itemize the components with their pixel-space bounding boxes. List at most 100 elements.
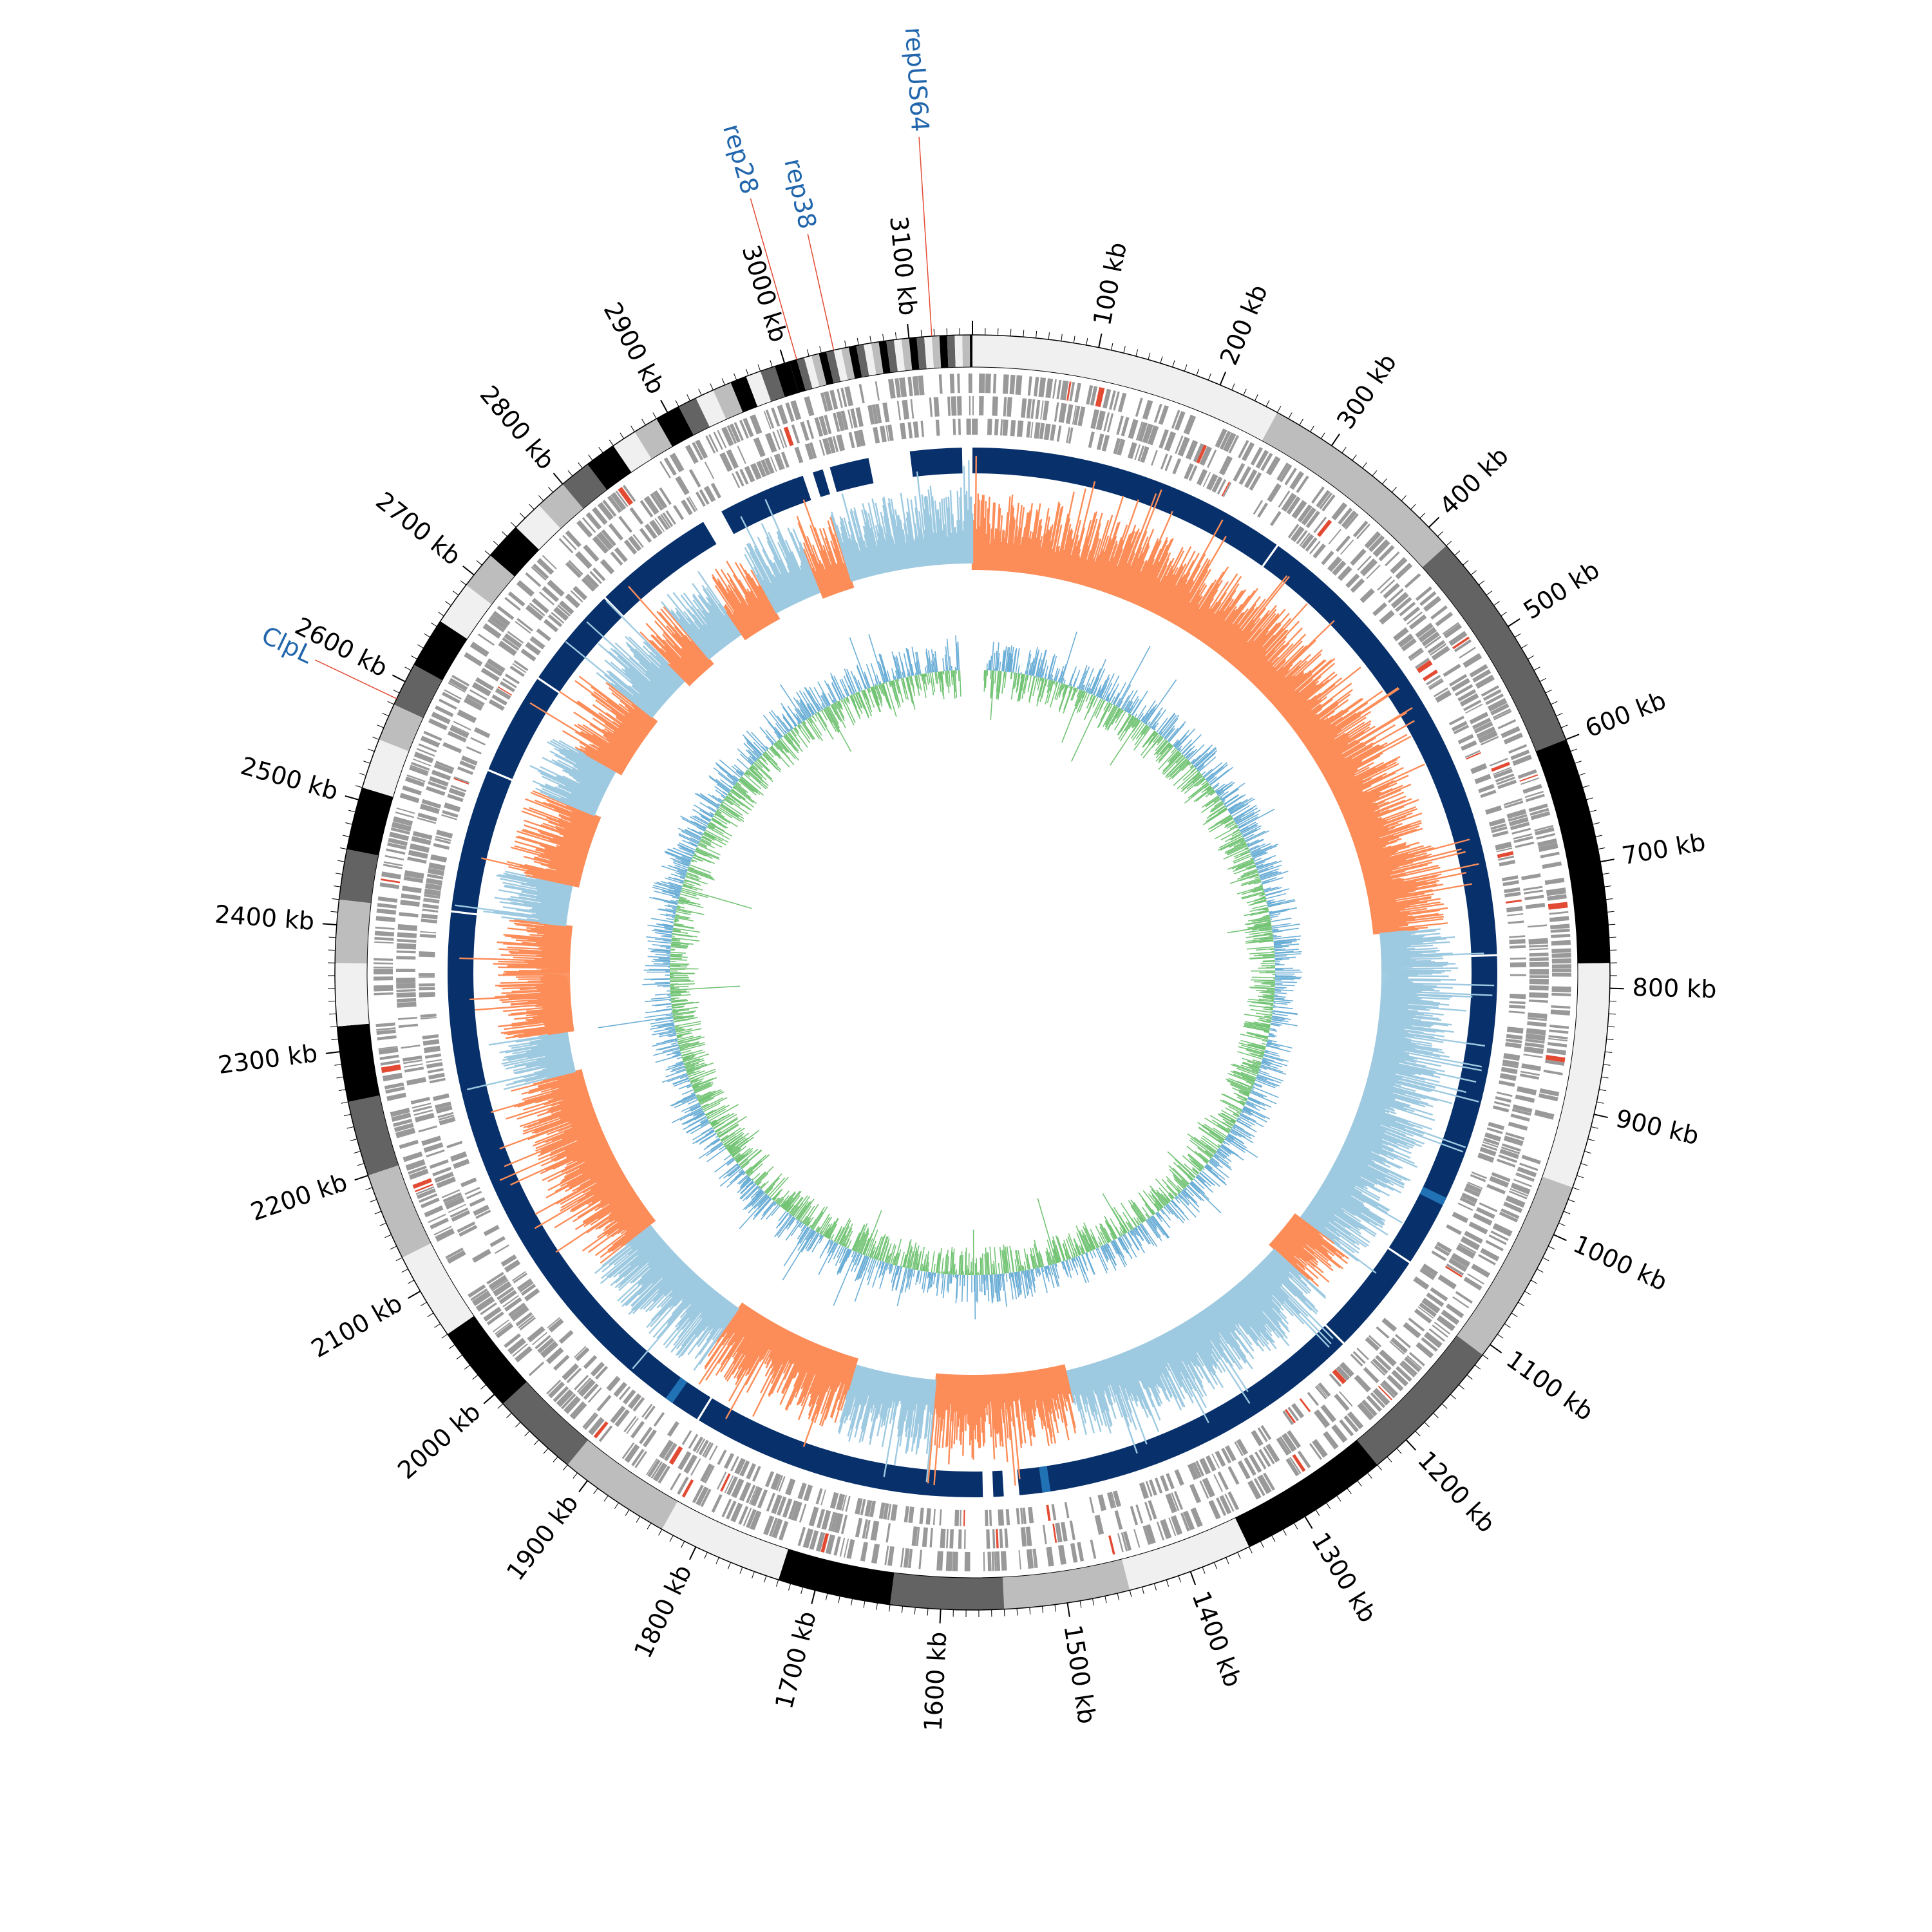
- gene-feature: [1089, 1497, 1095, 1513]
- annotation-label: rep38: [779, 156, 822, 232]
- gene-feature: [832, 412, 840, 432]
- gene-feature: [1450, 1253, 1471, 1268]
- gene-feature: [450, 1208, 469, 1218]
- minor-tick: [775, 1579, 779, 1587]
- gene-feature: [1356, 1347, 1370, 1361]
- gene-feature: [1095, 410, 1106, 431]
- gene-feature: [1088, 431, 1095, 448]
- gene-feature: [1074, 405, 1081, 426]
- gene-feature: [1249, 472, 1262, 491]
- gene-feature: [461, 755, 478, 766]
- gene-feature: [1004, 1528, 1009, 1548]
- gene-feature: [808, 1506, 819, 1527]
- gene-feature: [663, 457, 677, 476]
- gene-feature: [708, 1445, 718, 1461]
- gene-feature: [396, 950, 416, 954]
- gene-feature: [954, 1510, 960, 1526]
- gene-feature: [475, 1209, 491, 1219]
- gene-feature: [543, 619, 559, 632]
- gene-feature: [1454, 639, 1472, 652]
- gene-feature: [804, 396, 815, 417]
- gene-feature: [1147, 425, 1159, 446]
- gene-feature: [1433, 687, 1448, 697]
- minor-tick: [652, 412, 657, 419]
- gene-feature: [1238, 440, 1249, 459]
- minor-tick: [1362, 462, 1367, 469]
- gene-feature: [1366, 564, 1381, 580]
- gene-feature: [412, 1105, 432, 1113]
- gene-feature: [998, 1509, 1005, 1526]
- gene-feature: [576, 1378, 592, 1393]
- gene-feature: [1443, 623, 1463, 639]
- minor-tick: [1558, 1222, 1566, 1226]
- minor-tick: [1598, 848, 1605, 850]
- gene-feature: [1496, 1091, 1513, 1097]
- gene-feature: [1551, 986, 1571, 992]
- gene-feature: [1515, 1173, 1535, 1182]
- gene-feature: [764, 457, 775, 475]
- gene-feature: [402, 886, 422, 894]
- major-tick: [1405, 1439, 1417, 1451]
- gene-feature: [418, 743, 437, 753]
- gene-feature: [1421, 1337, 1438, 1352]
- gene-feature: [444, 1197, 465, 1209]
- gene-feature: [1493, 710, 1512, 721]
- gene-feature: [1185, 440, 1198, 460]
- minor-tick: [1537, 1268, 1544, 1273]
- contig-segment: [1542, 963, 1611, 1188]
- gene-feature: [1415, 622, 1434, 638]
- gene-feature: [1530, 811, 1551, 820]
- gene-feature: [482, 623, 502, 639]
- gene-feature: [1352, 520, 1368, 538]
- gene-feature: [1413, 1276, 1430, 1290]
- gene-feature: [426, 873, 444, 880]
- coverage-break: [1322, 1322, 1347, 1347]
- gene-feature: [1321, 551, 1334, 565]
- minor-tick: [1336, 1495, 1341, 1502]
- gene-feature: [386, 848, 406, 855]
- gene-feature: [1506, 1038, 1522, 1044]
- gene-feature: [908, 1506, 914, 1523]
- gene-feature: [1255, 450, 1269, 469]
- major-tick: [1593, 1113, 1608, 1119]
- gene-feature: [1466, 752, 1481, 760]
- gene-feature: [453, 777, 469, 785]
- gene-feature: [525, 604, 544, 621]
- gene-feature: [1072, 405, 1077, 425]
- gene-feature: [860, 1542, 869, 1562]
- gene-feature: [771, 407, 781, 427]
- gene-feature: [421, 913, 438, 920]
- minor-tick: [1575, 761, 1582, 764]
- minor-tick: [524, 1430, 530, 1437]
- gene-feature: [1331, 1424, 1348, 1443]
- gene-feature: [1090, 1539, 1097, 1559]
- gene-feature: [1174, 1469, 1184, 1486]
- gene-feature: [453, 776, 470, 784]
- gene-feature: [1395, 562, 1413, 580]
- gene-feature: [1142, 423, 1153, 444]
- major-tick: [1490, 1344, 1502, 1354]
- gene-feature: [497, 686, 513, 696]
- gene-feature: [1339, 1361, 1354, 1378]
- gene-feature: [399, 793, 420, 803]
- contig-segment: [789, 359, 806, 393]
- gene-feature: [422, 904, 439, 909]
- major-tick: [578, 1480, 589, 1493]
- gene-feature: [1160, 1475, 1170, 1492]
- gene-feature: [857, 430, 866, 447]
- minor-tick: [379, 1222, 386, 1226]
- gene-feature: [1499, 860, 1516, 867]
- minor-tick: [857, 337, 859, 345]
- minor-tick: [1419, 513, 1425, 519]
- gene-feature: [1477, 1254, 1496, 1265]
- minor-tick: [1357, 1480, 1362, 1487]
- tick-label: 3100 kb: [884, 215, 922, 317]
- gene-feature: [402, 1055, 422, 1062]
- gene-feature: [761, 459, 771, 476]
- gene-feature: [836, 411, 846, 431]
- gene-feature: [377, 1035, 397, 1041]
- minor-tick: [806, 349, 810, 357]
- gene-feature: [890, 1504, 898, 1521]
- gene-feature: [650, 1461, 663, 1479]
- gene-feature: [1459, 647, 1476, 659]
